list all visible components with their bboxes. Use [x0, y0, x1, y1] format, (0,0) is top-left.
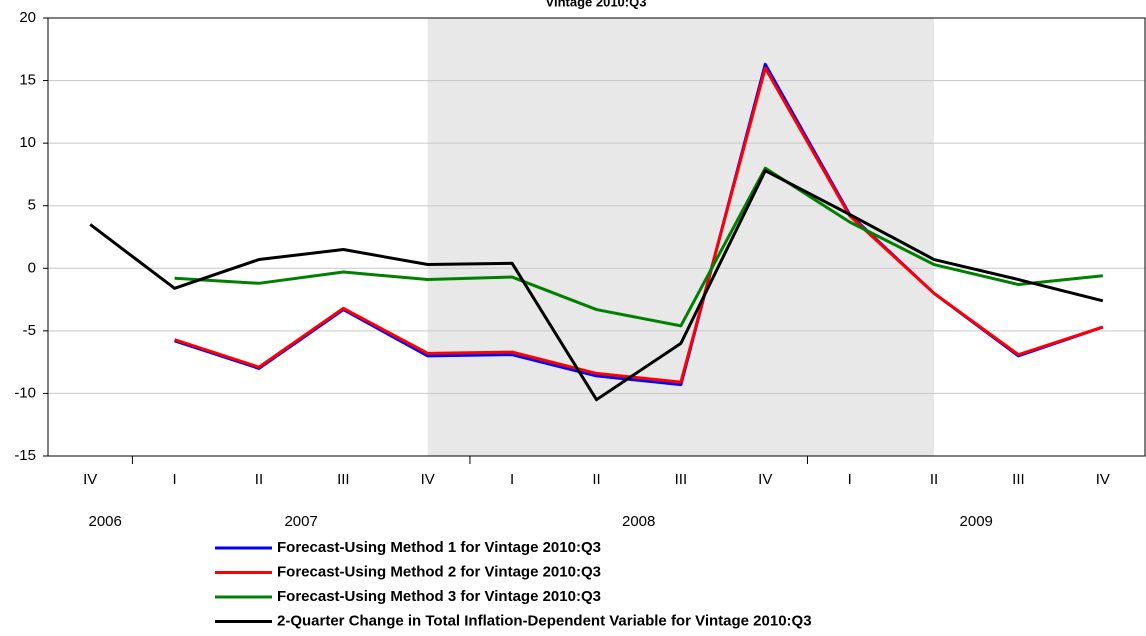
y-tick-label: 5 [28, 197, 36, 214]
x-tick-label: I [848, 471, 852, 488]
x-tick-label: I [510, 471, 514, 488]
shaded-region [427, 18, 935, 456]
y-tick-label: 15 [19, 72, 36, 89]
x-tick-label: I [172, 471, 176, 488]
y-tick-label: -15 [14, 447, 36, 464]
year-label: 2008 [622, 513, 655, 530]
plot-frame [47, 17, 1146, 457]
legend-label: Forecast-Using Method 1 for Vintage 2010… [277, 539, 601, 556]
chart-title: Vintage 2010:Q3 [546, 0, 647, 9]
legend-label: Forecast-Using Method 3 for Vintage 2010… [277, 588, 601, 605]
y-tick-label: -10 [14, 384, 36, 401]
x-tick-label: IV [421, 471, 435, 488]
legend-label: 2-Quarter Change in Total Inflation-Depe… [277, 612, 812, 629]
year-label: 2009 [960, 513, 993, 530]
legend-label: Forecast-Using Method 2 for Vintage 2010… [277, 563, 601, 580]
x-tick-label: IV [1096, 471, 1110, 488]
series-line [174, 66, 1104, 384]
x-tick-label: II [930, 471, 938, 488]
y-tick-label: 20 [19, 9, 36, 26]
x-tick-label: II [592, 471, 600, 488]
x-tick-label: II [255, 471, 263, 488]
year-label: 2006 [89, 513, 122, 530]
y-tick-label: 0 [28, 259, 36, 276]
x-tick-label: III [337, 471, 350, 488]
year-label: 2007 [284, 513, 317, 530]
y-tick-label: 10 [19, 134, 36, 151]
x-tick-label: III [1012, 471, 1025, 488]
series-line [174, 166, 1103, 328]
series-line [89, 169, 1104, 402]
x-tick-label: IV [83, 471, 97, 488]
x-tick-label: III [675, 471, 688, 488]
x-tick-label: IV [758, 471, 772, 488]
y-tick-label: -5 [23, 322, 36, 339]
